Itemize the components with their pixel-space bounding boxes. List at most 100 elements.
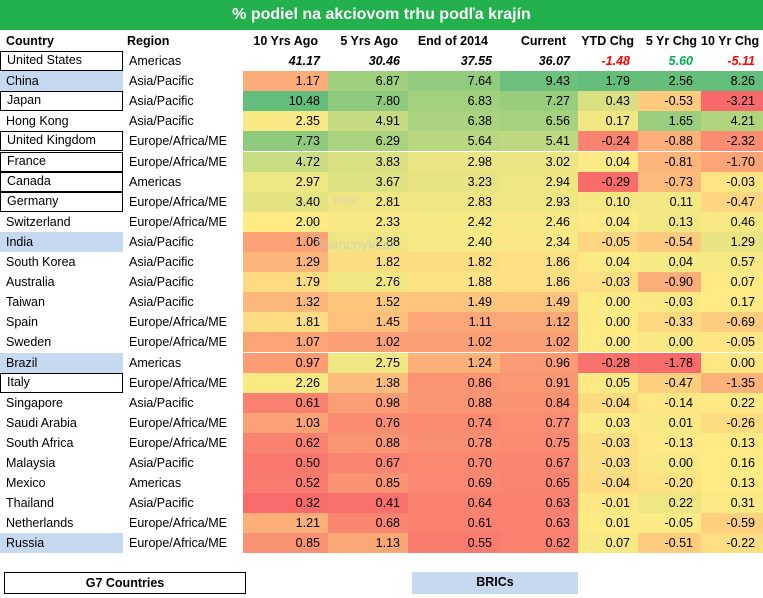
cell-c5: -0.13 <box>638 432 701 453</box>
cell-country: South Africa <box>6 435 74 450</box>
cell-y10: 0.52 <box>243 473 328 494</box>
cell-y5: 2.75 <box>328 352 408 373</box>
cell-cur: 0.75 <box>500 432 578 453</box>
cell-c5: -0.33 <box>638 312 701 333</box>
cell-region: Europe/Africa/ME <box>129 375 227 390</box>
cell-c10: 1.29 <box>701 231 763 252</box>
cell-y5: 3.67 <box>328 171 408 192</box>
cell-y5: 0.41 <box>328 493 408 514</box>
cell-country: Taiwan <box>6 295 45 310</box>
cell-c5: -0.14 <box>638 392 701 413</box>
cell-e14: 1.88 <box>408 272 500 293</box>
cell-ytd: 1.79 <box>578 71 638 92</box>
cell-c10: 0.13 <box>701 432 763 453</box>
cell-country: Thailand <box>6 496 54 511</box>
cell-region: Americas <box>129 174 182 189</box>
cell-e14: 0.74 <box>408 412 500 433</box>
cell-cur: 5.41 <box>500 131 578 152</box>
cell-e14: 1.11 <box>408 312 500 333</box>
column-header-c5: 5 Yr Chg <box>645 34 697 48</box>
cell-region: Europe/Africa/ME <box>129 536 227 551</box>
cell-ytd: 0.07 <box>578 533 638 554</box>
cell-cur: 0.84 <box>500 392 578 413</box>
cell-e14: 0.64 <box>408 493 500 514</box>
column-header-region: Region <box>127 34 170 48</box>
cell-cur: 1.02 <box>500 332 578 353</box>
cell-y10: 1.06 <box>243 231 328 252</box>
cell-region: Asia/Pacific <box>129 74 194 89</box>
cell-c10: -1.35 <box>701 372 763 393</box>
cell-c5: -1.78 <box>638 352 701 373</box>
cell-country: Switzerland <box>6 214 71 229</box>
cell-region: Asia/Pacific <box>129 275 194 290</box>
cell-country: Brazil <box>0 352 123 373</box>
cell-c10: 0.31 <box>701 493 763 514</box>
cell-region: Asia/Pacific <box>129 255 194 269</box>
cell-c10: -0.22 <box>701 533 763 554</box>
cell-y10: 10.48 <box>243 91 328 112</box>
cell-cur: 1.49 <box>500 292 578 313</box>
cell-cur: 2.93 <box>500 191 578 212</box>
cell-ytd: 0.04 <box>578 211 638 232</box>
cell-ytd: -0.04 <box>578 473 638 494</box>
cell-cur: 0.67 <box>500 453 578 473</box>
cell-cur: 0.91 <box>500 372 578 393</box>
cell-ytd: 0.00 <box>578 332 638 353</box>
cell-e14: 1.82 <box>408 252 500 272</box>
cell-c10: 0.57 <box>701 252 763 272</box>
cell-country: Japan <box>0 91 123 112</box>
cell-y5: 2.76 <box>328 272 408 293</box>
cell-c10: 0.16 <box>701 453 763 473</box>
cell-country: Mexico <box>6 476 46 491</box>
cell-c5: -0.81 <box>638 151 701 172</box>
cell-y10: 1.29 <box>243 252 328 272</box>
cell-c10: -0.05 <box>701 332 763 353</box>
cell-e14: 3.23 <box>408 171 500 192</box>
cell-e14: 2.42 <box>408 211 500 232</box>
cell-country: Sweden <box>6 335 52 350</box>
cell-region: Europe/Africa/ME <box>129 194 227 209</box>
column-header-ytd: YTD Chg <box>581 34 634 48</box>
page-title: % podiel na akciovom trhu podľa krajín <box>0 0 763 30</box>
cell-country: Singapore <box>6 395 63 410</box>
cell-region: Europe/Africa/ME <box>129 335 227 350</box>
cell-c10: 0.22 <box>701 392 763 413</box>
cell-c10: -1.70 <box>701 151 763 172</box>
cell-region: Asia/Pacific <box>129 114 194 129</box>
cell-e14: 0.61 <box>408 513 500 534</box>
cell-country: Canada <box>0 171 123 192</box>
cell-y5: 0.98 <box>328 392 408 413</box>
cell-cur: 2.34 <box>500 231 578 252</box>
cell-e14: 2.98 <box>408 151 500 172</box>
cell-country: Russia <box>0 533 123 554</box>
cell-c10: -0.69 <box>701 312 763 333</box>
cell-c5: 1.65 <box>638 111 701 132</box>
cell-c5: -0.20 <box>638 473 701 494</box>
watermark: financnyklub <box>316 236 394 252</box>
cell-cur: 2.46 <box>500 211 578 232</box>
column-header-country: Country <box>6 34 54 48</box>
cell-c5: 0.01 <box>638 412 701 433</box>
cell-cur: 36.07 <box>538 54 570 68</box>
cell-c10: -0.59 <box>701 513 763 534</box>
cell-region: Americas <box>129 54 182 68</box>
cell-country: Hong Kong <box>6 114 69 129</box>
cell-y10: 1.79 <box>243 272 328 293</box>
cell-y5: 7.80 <box>328 91 408 112</box>
cell-y5: 2.33 <box>328 211 408 232</box>
cell-y5: 4.91 <box>328 111 408 132</box>
cell-y5: 1.82 <box>328 252 408 272</box>
cell-y5: 1.13 <box>328 533 408 554</box>
cell-c5: -0.88 <box>638 131 701 152</box>
cell-country: South Korea <box>6 255 76 269</box>
cell-cur: 1.86 <box>500 252 578 272</box>
cell-y5: 0.67 <box>328 453 408 473</box>
cell-cur: 1.86 <box>500 272 578 293</box>
cell-ytd: -1.48 <box>601 54 631 68</box>
cell-cur: 2.94 <box>500 171 578 192</box>
cell-y5: 1.38 <box>328 372 408 393</box>
cell-ytd: 0.03 <box>578 412 638 433</box>
cell-y10: 2.35 <box>243 111 328 132</box>
cell-cur: 3.02 <box>500 151 578 172</box>
cell-ytd: -0.29 <box>578 171 638 192</box>
